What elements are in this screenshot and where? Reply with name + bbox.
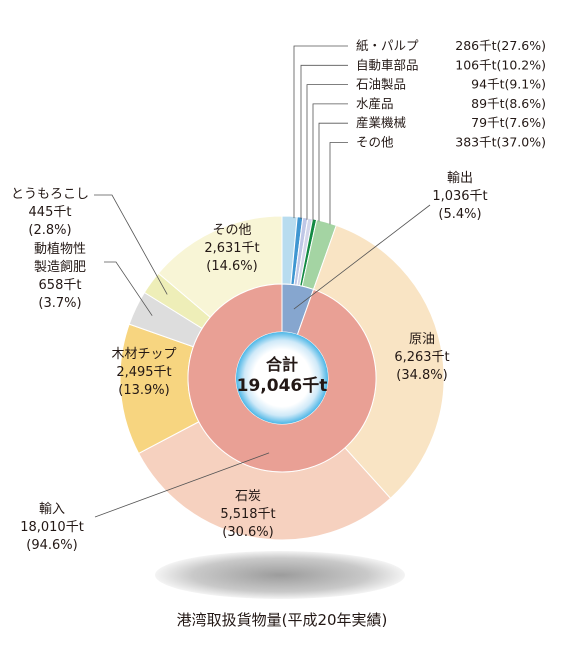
slice-percent-6: (34.8%) — [396, 368, 447, 383]
legend-name-1: 自動車部品 — [356, 57, 419, 72]
export-label-value: 1,036千t — [432, 189, 487, 204]
slice-name-9a: 動植物性 — [34, 242, 86, 257]
chart-shadow — [155, 551, 405, 599]
export-label-name: 輸出 — [447, 171, 473, 186]
import-label-percent: (94.6%) — [26, 538, 77, 553]
legend-leader-4 — [318, 122, 348, 222]
leader-lines — [94, 45, 431, 518]
legend-leader-5 — [329, 142, 348, 225]
legend-name-3: 水産品 — [356, 96, 394, 111]
slice-leader-10 — [94, 194, 168, 295]
labels: 紙・パルプ 286千t(27.6%) 自動車部品 106千t(10.2%) 石油製品 94… — [11, 38, 546, 553]
slice-value-6: 6,263千t — [394, 350, 449, 365]
legend-name-0: 紙・パルプ — [356, 38, 419, 53]
legend-name-5: その他 — [356, 135, 394, 150]
slice-name-6: 原油 — [409, 332, 435, 347]
slice-name-7: 石炭 — [235, 489, 261, 504]
total-value: 19,046千t — [237, 376, 328, 396]
legend-value-5: 383千t(37.0%) — [455, 135, 546, 150]
import-leader — [94, 452, 270, 518]
slice-leader-9 — [104, 261, 153, 316]
legend-value-3: 89千t(8.6%) — [471, 96, 546, 111]
slice-percent-7: (30.6%) — [222, 525, 273, 540]
outer-ring — [119, 215, 445, 541]
slice-name-9b: 製造飼肥 — [34, 260, 86, 275]
legend-value-4: 79千t(7.6%) — [471, 115, 546, 130]
center-circle — [236, 332, 328, 424]
slice-percent-9: (3.7%) — [38, 296, 81, 311]
import-label-value: 18,010千t — [20, 520, 84, 535]
total-label: 合計 — [266, 355, 298, 374]
export-leader — [293, 204, 431, 310]
slice-value-10: 445千t — [29, 205, 72, 220]
slice-value-11: 2,631千t — [204, 241, 259, 256]
legend-value-0: 286千t(27.6%) — [455, 38, 546, 53]
slice-percent-10: (2.8%) — [28, 223, 71, 238]
slice-percent-8: (13.9%) — [118, 383, 169, 398]
legend-value-2: 94千t(9.1%) — [471, 77, 546, 92]
legend-leader-3 — [312, 103, 348, 221]
slice-percent-11: (14.6%) — [206, 259, 257, 274]
legend-value-1: 106千t(10.2%) — [455, 57, 546, 72]
legend-name-2: 石油製品 — [356, 77, 406, 92]
legend-leader-0 — [293, 45, 348, 219]
slice-value-7: 5,518千t — [220, 507, 275, 522]
chart-caption: 港湾取扱貨物量(平成20年実績) — [177, 611, 388, 629]
legend-leader-1 — [300, 64, 348, 220]
legend-name-4: 産業機械 — [356, 115, 407, 130]
import-label-name: 輸入 — [39, 502, 65, 517]
slice-name-11: その他 — [212, 223, 251, 238]
export-label-percent: (5.4%) — [438, 207, 481, 222]
slice-name-10: とうもろこし — [11, 187, 89, 202]
slice-name-8: 木材チップ — [111, 347, 176, 362]
slice-value-8: 2,495千t — [116, 365, 171, 380]
legend-leader-2 — [306, 84, 348, 220]
slice-value-9: 658千t — [39, 278, 82, 293]
